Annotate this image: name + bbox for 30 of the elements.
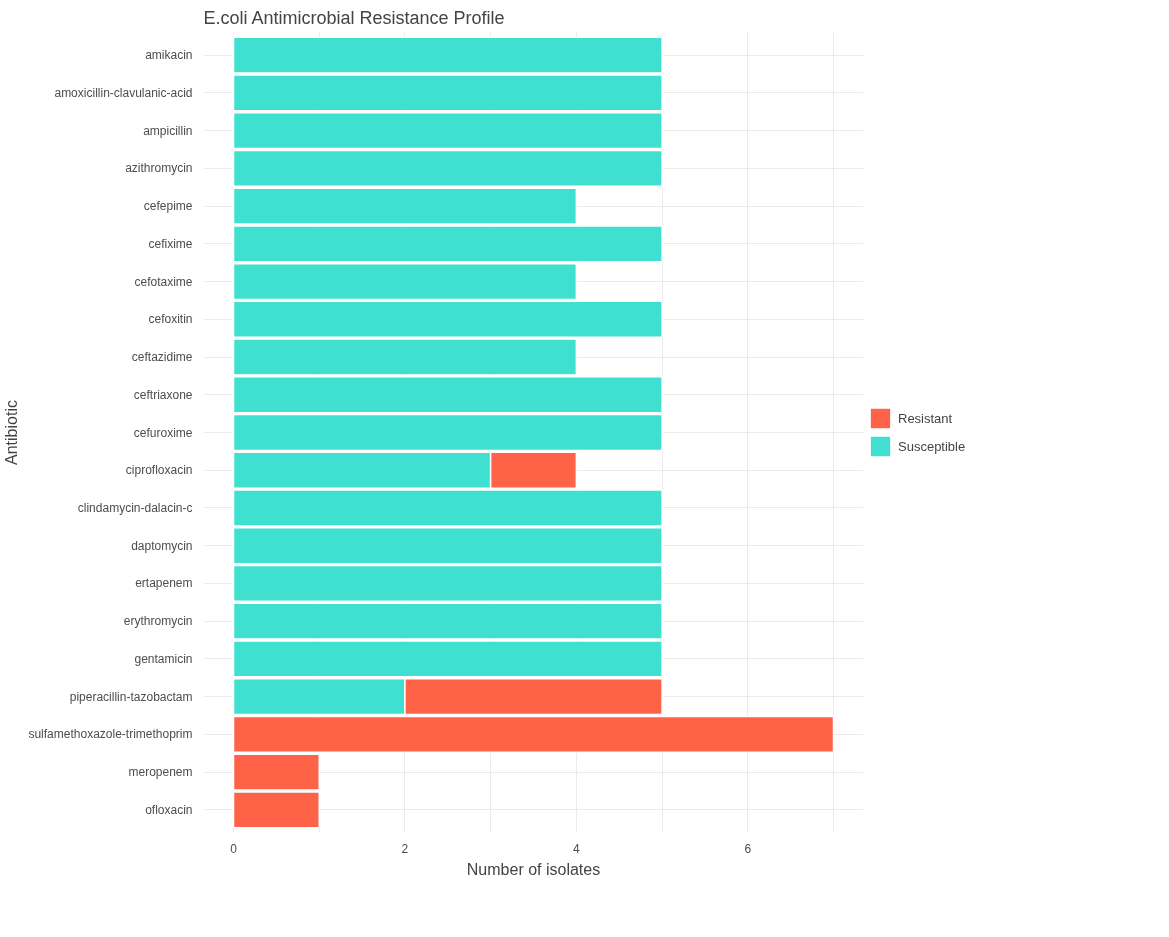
y-tick-label: gentamicin (134, 651, 193, 666)
y-tick-label: ertapenem (135, 576, 193, 591)
y-tick-label: meropenem (128, 765, 193, 780)
x-tick-label: 0 (230, 841, 238, 856)
x-tick-label: 4 (573, 841, 581, 856)
y-tick-label: ceftazidime (131, 350, 193, 365)
y-tick-label: ceftriaxone (133, 387, 193, 402)
y-tick-label: erythromycin (123, 614, 193, 629)
y-tick-label: clindamycin-dalacin-c (77, 500, 193, 515)
y-tick-label: cefepime (143, 199, 193, 214)
y-tick-label: amoxicillin-clavulanic-acid (54, 85, 193, 100)
y-axis-title: Antibiotic (3, 400, 21, 465)
y-tick-label: cefotaxime (134, 274, 193, 289)
y-tick-label: ampicillin (143, 123, 193, 138)
x-tick-label: 6 (744, 841, 752, 856)
y-tick-label: cefixime (148, 236, 193, 251)
y-tick-label: ofloxacin (145, 802, 193, 817)
legend-label: Susceptible (898, 438, 966, 454)
y-tick-label: daptomycin (131, 538, 193, 553)
y-tick-label: cefuroxime (133, 425, 193, 440)
y-tick-label: piperacillin-tazobactam (69, 689, 193, 704)
y-tick-label: amikacin (145, 48, 193, 63)
chart-title: E.coli Antimicrobial Resistance Profile (203, 7, 505, 28)
y-tick-label: azithromycin (125, 161, 193, 176)
y-tick-label: ciprofloxacin (125, 463, 193, 478)
x-axis-title: Number of isolates (466, 860, 601, 878)
legend-label: Resistant (898, 410, 953, 426)
y-tick-label: sulfamethoxazole-trimethoprim (28, 727, 193, 742)
y-tick-label: cefoxitin (148, 312, 193, 327)
x-tick-label: 2 (401, 841, 409, 856)
